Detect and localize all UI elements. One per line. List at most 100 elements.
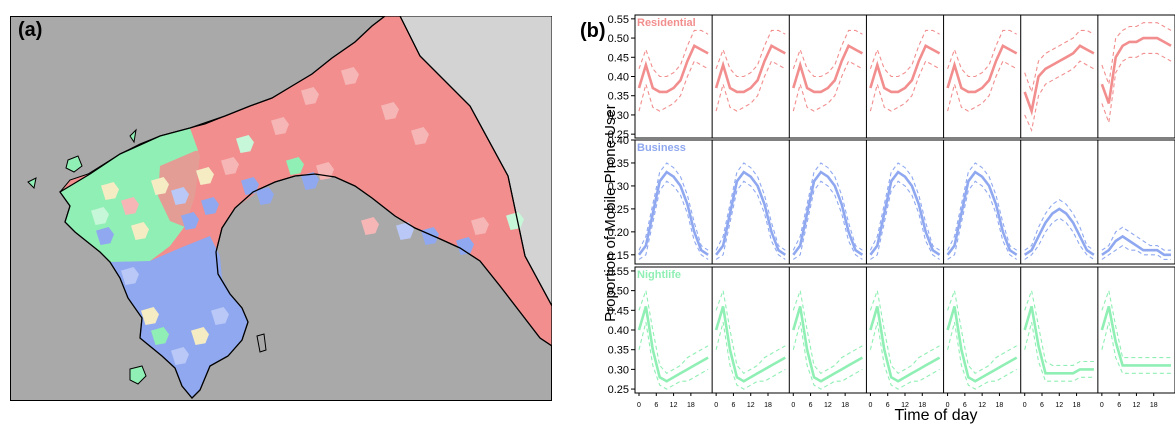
map-cell	[211, 307, 229, 325]
mean-line	[946, 43, 1018, 94]
x-tick-label: 6	[654, 402, 658, 409]
map-cell	[271, 117, 289, 135]
map-cell	[121, 267, 139, 285]
y-tick-label: 0.25	[608, 384, 629, 396]
lower-bound-line	[715, 180, 786, 260]
map-cell	[236, 135, 254, 153]
mean-line	[1100, 306, 1171, 367]
y-tick-label: 0.55	[608, 14, 629, 26]
upper-bound-line	[869, 162, 940, 251]
mean-line	[637, 43, 709, 94]
map-cell	[471, 217, 489, 235]
lower-bound-line	[1101, 244, 1171, 260]
y-axis-label: Proportion of Mobile Phone User	[602, 104, 619, 322]
x-tick-label: 6	[1040, 402, 1044, 409]
y-tick-label: 0.45	[608, 52, 629, 64]
y-tick-label: 0.35	[608, 345, 629, 357]
y-tick-label: 0.30	[608, 110, 629, 122]
facets: 0.25 0.30 0.35 0.40 0.45 0.50 0.55 Residential 0…	[608, 14, 1175, 409]
map-cell	[201, 197, 219, 215]
upper-bound-line	[1024, 199, 1095, 251]
mean-line	[637, 170, 709, 256]
lower-bound-line	[638, 321, 709, 390]
upper-bound-line	[638, 288, 709, 374]
lower-bound-line	[1024, 321, 1094, 382]
mean-line	[1100, 36, 1172, 104]
upper-bound-line	[947, 288, 1017, 374]
lower-bound-line	[869, 60, 940, 112]
x-tick-label: 0	[1100, 402, 1104, 409]
upper-bound-line	[715, 29, 786, 78]
upper-bound-line	[638, 29, 709, 78]
mean-line	[715, 170, 787, 256]
y-tick-label: 0.50	[608, 33, 629, 45]
upper-bound-line	[947, 29, 1017, 78]
map-cell	[421, 227, 439, 245]
map-cell	[96, 227, 114, 245]
map-cell	[361, 217, 379, 235]
x-axis-label: Time of day	[895, 407, 978, 424]
chart-panel: (b) Proportion of Mobile Phone User Time…	[560, 0, 1175, 428]
island	[256, 333, 267, 353]
x-tick-label: 18	[1073, 402, 1081, 409]
x-tick-label: 0	[637, 402, 641, 409]
facet-label: Nightlife	[637, 269, 681, 281]
upper-bound-line	[715, 162, 786, 251]
lower-bound-line	[792, 180, 863, 260]
map-cell	[171, 187, 189, 205]
map-cell	[316, 162, 334, 180]
lower-bound-line	[1101, 52, 1172, 123]
mean-line	[792, 306, 864, 383]
map-cell	[301, 87, 319, 105]
upper-bound-line	[869, 29, 940, 78]
map-cell	[181, 212, 199, 230]
mean-line	[792, 43, 864, 94]
map-cell	[141, 307, 159, 325]
mean-line	[946, 306, 1018, 383]
upper-bound-line	[869, 288, 940, 374]
upper-bound-line	[1101, 288, 1171, 359]
x-tick-label: 12	[824, 402, 832, 409]
x-tick-label: 18	[764, 402, 772, 409]
lower-bound-line	[792, 60, 863, 112]
x-tick-label: 18	[687, 402, 695, 409]
business-district	[110, 236, 248, 398]
x-tick-label: 0	[1023, 402, 1027, 409]
island	[27, 177, 37, 190]
x-tick-label: 12	[978, 402, 986, 409]
map-cell	[456, 237, 474, 255]
map-cell	[151, 177, 169, 195]
x-tick-label: 0	[868, 402, 872, 409]
lower-bound-line	[792, 321, 863, 390]
x-tick-label: 18	[918, 402, 926, 409]
facet-frame	[634, 14, 1175, 139]
map-cell	[91, 207, 109, 225]
lower-bound-line	[869, 321, 940, 390]
lower-bound-line	[715, 60, 786, 112]
mean-line	[1023, 207, 1095, 256]
line-chart: Proportion of Mobile Phone User Time of …	[602, 14, 1175, 424]
map-cells	[91, 67, 524, 365]
y-tick-label: 0.25	[608, 204, 629, 216]
island	[129, 365, 147, 385]
map-cell	[196, 167, 214, 185]
lower-bound-line	[1101, 321, 1171, 374]
x-tick-label: 18	[841, 402, 849, 409]
lower-bound-line	[1024, 217, 1095, 260]
facet-frame	[634, 266, 1175, 394]
nightlife-district	[60, 128, 200, 266]
upper-bound-line	[715, 288, 786, 374]
mean-line	[1023, 306, 1094, 375]
y-tick-label: 0.55	[608, 266, 629, 278]
map-cell	[171, 347, 189, 365]
x-tick-label: 6	[1117, 402, 1121, 409]
y-tick-label: 0.25	[608, 129, 629, 141]
x-tick-label: 18	[1150, 402, 1158, 409]
map-cell	[191, 327, 209, 345]
facet-frame	[634, 139, 1175, 265]
y-tick-label: 0.30	[608, 181, 629, 193]
x-tick-label: 6	[963, 402, 967, 409]
map-cell	[381, 102, 399, 120]
island	[129, 128, 137, 144]
upper-bound-line	[638, 162, 709, 251]
